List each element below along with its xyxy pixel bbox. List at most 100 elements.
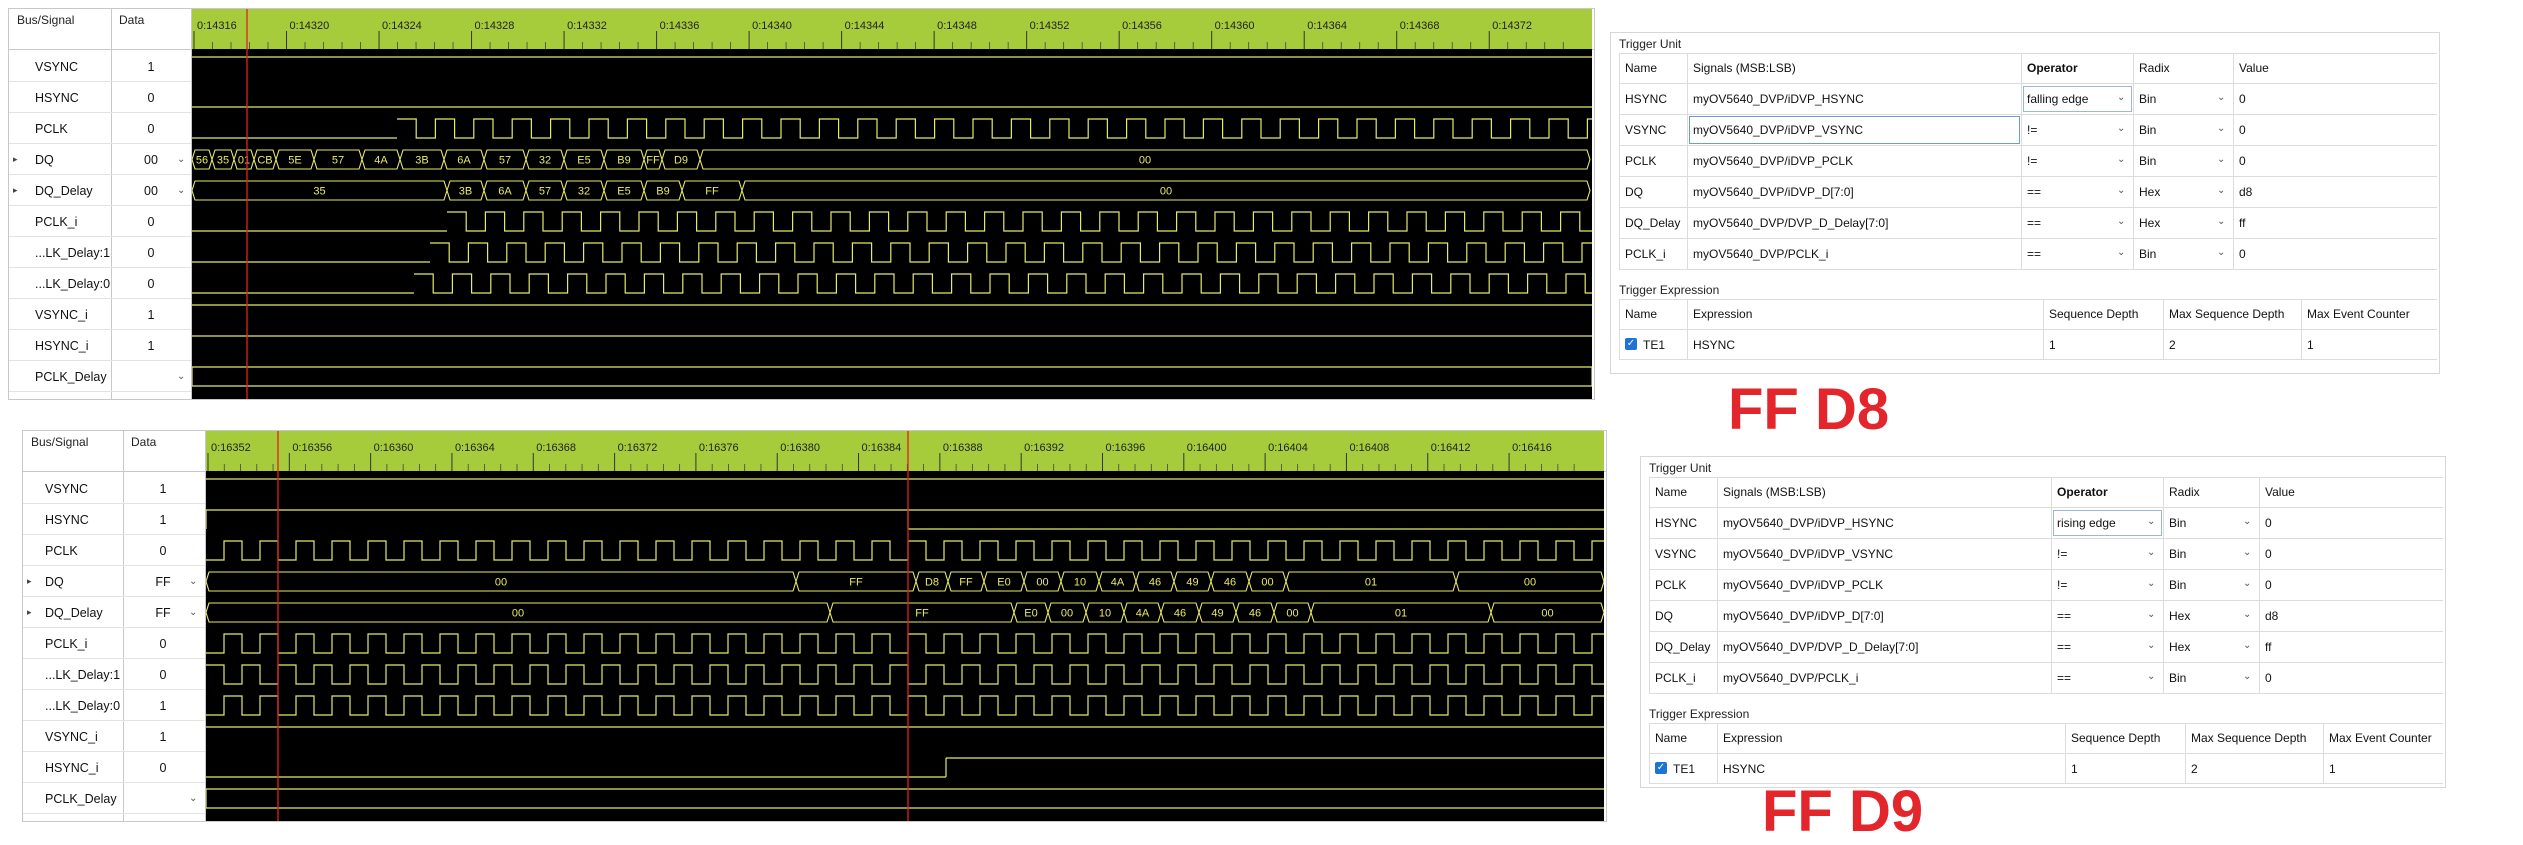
trigger-value[interactable]: 0 (2265, 516, 2272, 530)
radix-select[interactable]: Hex (2169, 609, 2191, 623)
operator-select[interactable]: != (2027, 123, 2038, 137)
signal-name[interactable]: VSYNC (35, 60, 79, 74)
expr-expression[interactable]: HSYNC (1723, 762, 1766, 776)
expr-seq-depth[interactable]: 1 (2071, 762, 2078, 776)
chevron-down-icon[interactable]: ⌄ (2147, 640, 2156, 651)
signal-selected-cell[interactable] (1689, 116, 2020, 144)
chevron-down-icon[interactable]: ⌄ (2217, 92, 2226, 103)
expr-max-event[interactable]: 1 (2329, 762, 2336, 776)
signal-name[interactable]: PCLK_i (35, 215, 78, 229)
operator-select[interactable]: != (2057, 578, 2068, 592)
waveform-canvas[interactable]: 0:16352 0:16356 0:16360 0:16364 0:16368 0:163… (206, 431, 1604, 821)
operator-select[interactable]: == (2057, 609, 2072, 623)
trigger-signal[interactable]: myOV5640_DVP/PCLK_i (1693, 247, 1829, 261)
operator-select[interactable]: == (2057, 671, 2072, 685)
expr-max-seq-depth[interactable]: 2 (2191, 762, 2198, 776)
chevron-down-icon[interactable]: ⌄ (2117, 154, 2126, 165)
signal-name[interactable]: PCLK_Delay (45, 792, 117, 806)
signal-name[interactable]: ...LK_Delay:1 (35, 246, 111, 260)
trigger-signal[interactable]: myOV5640_DVP/iDVP_HSYNC (1723, 516, 1894, 530)
radix-select[interactable]: Hex (2169, 640, 2191, 654)
chevron-down-icon[interactable]: ⌄ (2217, 216, 2226, 227)
chevron-down-icon[interactable]: ⌄ (2147, 609, 2156, 620)
chevron-down-icon[interactable]: ⌄ (2217, 247, 2226, 258)
signal-name[interactable]: HSYNC (35, 91, 79, 105)
signal-name[interactable]: PCLK_i (45, 637, 88, 651)
expand-icon[interactable]: ▸ (13, 154, 18, 164)
expr-max-seq-depth[interactable]: 2 (2169, 338, 2176, 352)
signal-name[interactable]: HSYNC (45, 513, 89, 527)
chevron-down-icon[interactable]: ⌄ (2117, 216, 2126, 227)
signal-name[interactable]: VSYNC_i (45, 730, 98, 744)
operator-select[interactable]: == (2027, 216, 2042, 230)
radix-select[interactable]: Bin (2169, 516, 2187, 530)
operator-select[interactable]: falling edge (2027, 92, 2089, 106)
signal-name[interactable]: HSYNC_i (35, 339, 89, 353)
chevron-down-icon[interactable]: ⌄ (2243, 516, 2252, 527)
trigger-signal[interactable]: myOV5640_DVP/iDVP_PCLK (1723, 578, 1884, 592)
trigger-signal[interactable]: myOV5640_DVP/iDVP_VSYNC (1723, 547, 1894, 561)
chevron-down-icon[interactable]: ⌄ (2243, 578, 2252, 589)
operator-select[interactable]: == (2027, 247, 2042, 261)
signal-name[interactable]: DQ_Delay (35, 184, 93, 198)
chevron-down-icon[interactable]: ⌄ (2117, 247, 2126, 258)
radix-select[interactable]: Hex (2139, 216, 2161, 230)
operator-select[interactable]: != (2027, 154, 2038, 168)
chevron-down-icon[interactable]: ⌄ (2217, 123, 2226, 134)
chevron-down-icon[interactable]: ⌄ (189, 576, 198, 587)
chevron-down-icon[interactable]: ⌄ (2117, 123, 2126, 134)
radix-select[interactable]: Bin (2139, 123, 2157, 137)
radix-select[interactable]: Bin (2169, 671, 2187, 685)
operator-select[interactable]: == (2027, 185, 2042, 199)
trigger-signal[interactable]: myOV5640_DVP/DVP_D_Delay[7:0] (1693, 216, 1889, 230)
chevron-down-icon[interactable]: ⌄ (2243, 609, 2252, 620)
signal-name[interactable]: DQ_Delay (45, 606, 103, 620)
trigger-value[interactable]: 0 (2265, 671, 2272, 685)
chevron-down-icon[interactable]: ⌄ (2243, 671, 2252, 682)
expand-icon[interactable]: ▸ (27, 607, 32, 617)
signal-name[interactable]: ...LK_Delay:1 (45, 668, 121, 682)
chevron-down-icon[interactable]: ⌄ (177, 185, 186, 196)
chevron-down-icon[interactable]: ⌄ (2217, 185, 2226, 196)
trigger-signal[interactable]: myOV5640_DVP/iDVP_VSYNC (1693, 123, 1864, 137)
radix-select[interactable]: Hex (2139, 185, 2161, 199)
trigger-value[interactable]: 0 (2239, 123, 2246, 137)
trigger-signal[interactable]: myOV5640_DVP/iDVP_PCLK (1693, 154, 1854, 168)
signal-name[interactable]: ...LK_Delay:0 (35, 277, 111, 291)
signal-name[interactable]: VSYNC (45, 482, 89, 496)
chevron-down-icon[interactable]: ⌄ (2117, 92, 2126, 103)
trigger-signal[interactable]: myOV5640_DVP/iDVP_D[7:0] (1693, 185, 1854, 199)
expr-seq-depth[interactable]: 1 (2049, 338, 2056, 352)
expand-icon[interactable]: ▸ (27, 576, 32, 586)
chevron-down-icon[interactable]: ⌄ (177, 154, 186, 165)
trigger-value[interactable]: 0 (2239, 154, 2246, 168)
expr-max-event[interactable]: 1 (2307, 338, 2314, 352)
chevron-down-icon[interactable]: ⌄ (2243, 547, 2252, 558)
signal-name[interactable]: PCLK (45, 544, 78, 558)
radix-select[interactable]: Bin (2139, 154, 2157, 168)
chevron-down-icon[interactable]: ⌄ (2117, 185, 2126, 196)
radix-select[interactable]: Bin (2169, 578, 2187, 592)
chevron-down-icon[interactable]: ⌄ (2147, 578, 2156, 589)
signal-name[interactable]: DQ (45, 575, 64, 589)
timeline-bar[interactable] (192, 9, 1592, 49)
trigger-value[interactable]: d8 (2239, 185, 2253, 199)
radix-select[interactable]: Bin (2169, 547, 2187, 561)
operator-select[interactable]: == (2057, 640, 2072, 654)
signal-name[interactable]: PCLK (35, 122, 68, 136)
chevron-down-icon[interactable]: ⌄ (2147, 547, 2156, 558)
signal-name[interactable]: PCLK_Delay (35, 370, 107, 384)
chevron-down-icon[interactable]: ⌄ (2147, 671, 2156, 682)
operator-select[interactable]: rising edge (2057, 516, 2116, 530)
signal-name[interactable]: ...LK_Delay:0 (45, 699, 121, 713)
trigger-signal[interactable]: myOV5640_DVP/PCLK_i (1723, 671, 1859, 685)
chevron-down-icon[interactable]: ⌄ (2147, 516, 2156, 527)
chevron-down-icon[interactable]: ⌄ (177, 371, 186, 382)
trigger-signal[interactable]: myOV5640_DVP/iDVP_HSYNC (1693, 92, 1864, 106)
enable-checkbox[interactable]: ✓ (1625, 338, 1637, 350)
trigger-value[interactable]: ff (2239, 216, 2246, 230)
timeline-bar[interactable] (206, 431, 1604, 471)
radix-select[interactable]: Bin (2139, 247, 2157, 261)
radix-select[interactable]: Bin (2139, 92, 2157, 106)
trigger-value[interactable]: 0 (2239, 92, 2246, 106)
